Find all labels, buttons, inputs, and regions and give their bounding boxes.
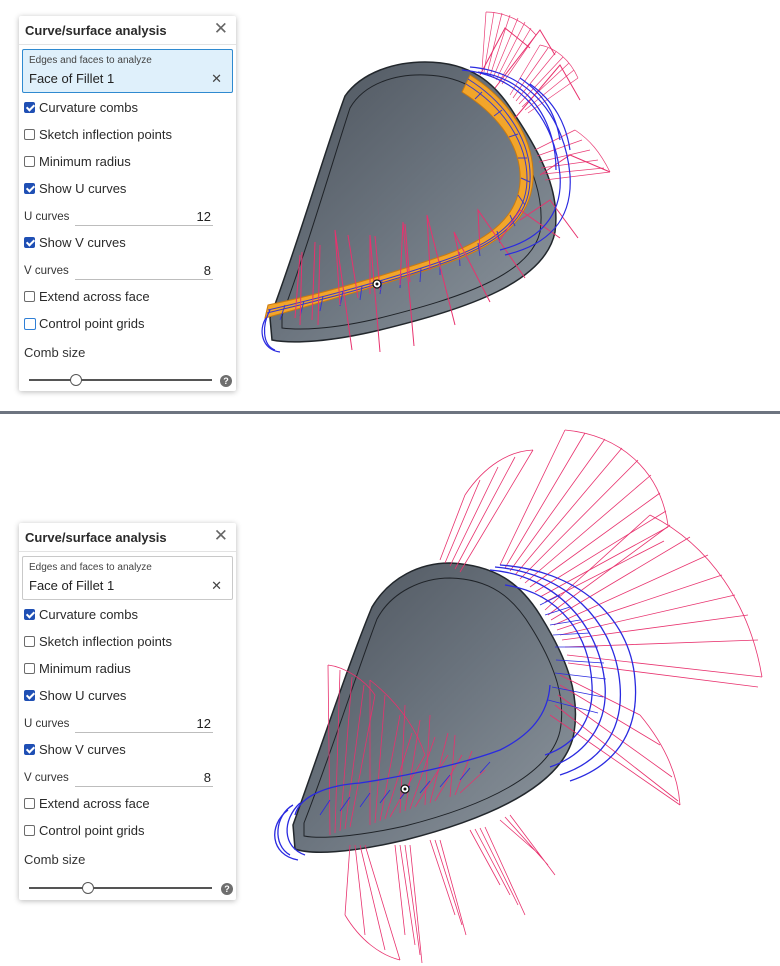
minimum-radius-checkbox[interactable]: [24, 156, 35, 167]
u-curves-label: U curves: [24, 718, 70, 730]
show-v-curves-checkbox[interactable]: [24, 237, 35, 248]
option-minimum-radius[interactable]: Minimum radius: [19, 149, 236, 176]
show-v-curves-label: Show V curves: [39, 235, 126, 250]
option-extend-across-face[interactable]: Extend across face: [19, 284, 236, 311]
curvature-combs-label: Curvature combs: [39, 100, 138, 115]
comb-size-slider-track[interactable]: [29, 379, 212, 381]
part-body[interactable]: [269, 61, 557, 343]
panel-title: Curve/surface analysis: [25, 23, 167, 38]
v-curves-field-row: V curves: [19, 764, 236, 791]
comb-size-row: Comb size: [19, 845, 236, 872]
clear-selection-icon[interactable]: ✕: [211, 578, 222, 593]
minimum-radius-label: Minimum radius: [39, 661, 131, 676]
graphics-viewport-bottom[interactable]: [0, 415, 780, 966]
selected-fillet-face[interactable]: [264, 74, 534, 319]
clear-selection-icon[interactable]: ✕: [211, 71, 222, 86]
comb-size-slider-thumb[interactable]: [70, 374, 82, 386]
extend-across-face-checkbox[interactable]: [24, 291, 35, 302]
option-show-v-curves[interactable]: Show V curves: [19, 230, 236, 257]
option-curvature-combs[interactable]: Curvature combs: [19, 602, 236, 629]
show-u-curves-checkbox[interactable]: [24, 183, 35, 194]
panel-title: Curve/surface analysis: [25, 530, 167, 545]
close-icon[interactable]: ✕: [213, 526, 228, 545]
help-icon[interactable]: ?: [221, 883, 233, 895]
panel-header: Curve/surface analysis ✕: [19, 523, 236, 552]
sketch-inflection-points-checkbox[interactable]: [24, 129, 35, 140]
selection-value: Face of Fillet 1: [29, 578, 115, 593]
help-icon[interactable]: ?: [220, 375, 232, 387]
comb-size-label: Comb size: [24, 852, 86, 867]
image-divider: [0, 411, 780, 414]
option-control-point-grids[interactable]: Control point grids: [19, 818, 236, 845]
control-point-grids-checkbox[interactable]: [24, 825, 35, 836]
option-show-u-curves[interactable]: Show U curves: [19, 683, 236, 710]
option-show-u-curves[interactable]: Show U curves: [19, 176, 236, 203]
comb-size-label: Comb size: [24, 345, 86, 360]
u-curves-label: U curves: [24, 211, 70, 223]
comb-size-slider-thumb[interactable]: [82, 882, 94, 894]
option-sketch-inflection-points[interactable]: Sketch inflection points: [19, 122, 236, 149]
option-sketch-inflection-points[interactable]: Sketch inflection points: [19, 629, 236, 656]
v-curves: [274, 564, 637, 861]
curve-surface-analysis-panel: Curve/surface analysis ✕ Edges and faces…: [19, 16, 236, 391]
v-curves: [261, 66, 571, 353]
selection-caption: Edges and faces to analyze: [29, 55, 152, 66]
close-icon[interactable]: ✕: [213, 19, 228, 38]
sketch-inflection-points-checkbox[interactable]: [24, 636, 35, 647]
extend-across-face-label: Extend across face: [39, 289, 150, 304]
selection-value: Face of Fillet 1: [29, 71, 115, 86]
minimum-radius-label: Minimum radius: [39, 154, 131, 169]
comb-size-slider-track[interactable]: [29, 887, 212, 889]
selection-field[interactable]: Edges and faces to analyze Face of Fille…: [22, 556, 233, 600]
selection-field[interactable]: Edges and faces to analyze Face of Fille…: [22, 49, 233, 93]
part-body[interactable]: [292, 562, 577, 853]
sketch-inflection-points-label: Sketch inflection points: [39, 634, 172, 649]
u-curves-input[interactable]: [75, 714, 213, 733]
extend-across-face-label: Extend across face: [39, 796, 150, 811]
curvature-comb-fans: [481, 11, 611, 181]
show-v-curves-checkbox[interactable]: [24, 744, 35, 755]
top-view: Curve/surface analysis ✕ Edges and faces…: [0, 0, 780, 412]
v-curves-field-row: V curves: [19, 257, 236, 284]
curvature-comb-fans: [439, 429, 763, 806]
curve-surface-analysis-panel: Curve/surface analysis ✕ Edges and faces…: [19, 523, 236, 900]
graphics-viewport-top[interactable]: [0, 0, 780, 412]
u-curves-field-row: U curves: [19, 203, 236, 230]
option-show-v-curves[interactable]: Show V curves: [19, 737, 236, 764]
show-u-curves-label: Show U curves: [39, 688, 127, 703]
v-curves-label: V curves: [24, 772, 69, 784]
control-point-grids-label: Control point grids: [39, 823, 145, 838]
control-point-grids-label: Control point grids: [39, 316, 145, 331]
show-u-curves-checkbox[interactable]: [24, 690, 35, 701]
u-curves-field-row: U curves: [19, 710, 236, 737]
show-u-curves-label: Show U curves: [39, 181, 127, 196]
option-extend-across-face[interactable]: Extend across face: [19, 791, 236, 818]
show-v-curves-label: Show V curves: [39, 742, 126, 757]
selection-caption: Edges and faces to analyze: [29, 562, 152, 573]
option-control-point-grids[interactable]: Control point grids: [19, 311, 236, 338]
bottom-view: Curve/surface analysis ✕ Edges and faces…: [0, 415, 780, 966]
u-curves-input[interactable]: [75, 207, 213, 226]
control-point-grids-checkbox[interactable]: [24, 318, 36, 330]
minimum-radius-checkbox[interactable]: [24, 663, 35, 674]
sketch-inflection-points-label: Sketch inflection points: [39, 127, 172, 142]
comb-size-row: Comb size: [19, 338, 236, 365]
curvature-combs-label: Curvature combs: [39, 607, 138, 622]
v-curves-input[interactable]: [75, 768, 213, 787]
curvature-combs-checkbox[interactable]: [24, 609, 35, 620]
extend-across-face-checkbox[interactable]: [24, 798, 35, 809]
v-curves-input[interactable]: [75, 261, 213, 280]
panel-header: Curve/surface analysis ✕: [19, 16, 236, 45]
option-curvature-combs[interactable]: Curvature combs: [19, 95, 236, 122]
curvature-combs-checkbox[interactable]: [24, 102, 35, 113]
option-minimum-radius[interactable]: Minimum radius: [19, 656, 236, 683]
v-curves-label: V curves: [24, 265, 69, 277]
part-inner-edge: [303, 577, 563, 838]
